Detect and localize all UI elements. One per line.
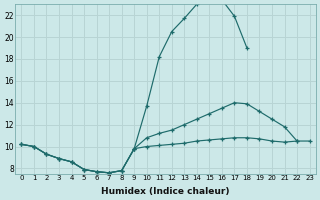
X-axis label: Humidex (Indice chaleur): Humidex (Indice chaleur) [101, 187, 230, 196]
